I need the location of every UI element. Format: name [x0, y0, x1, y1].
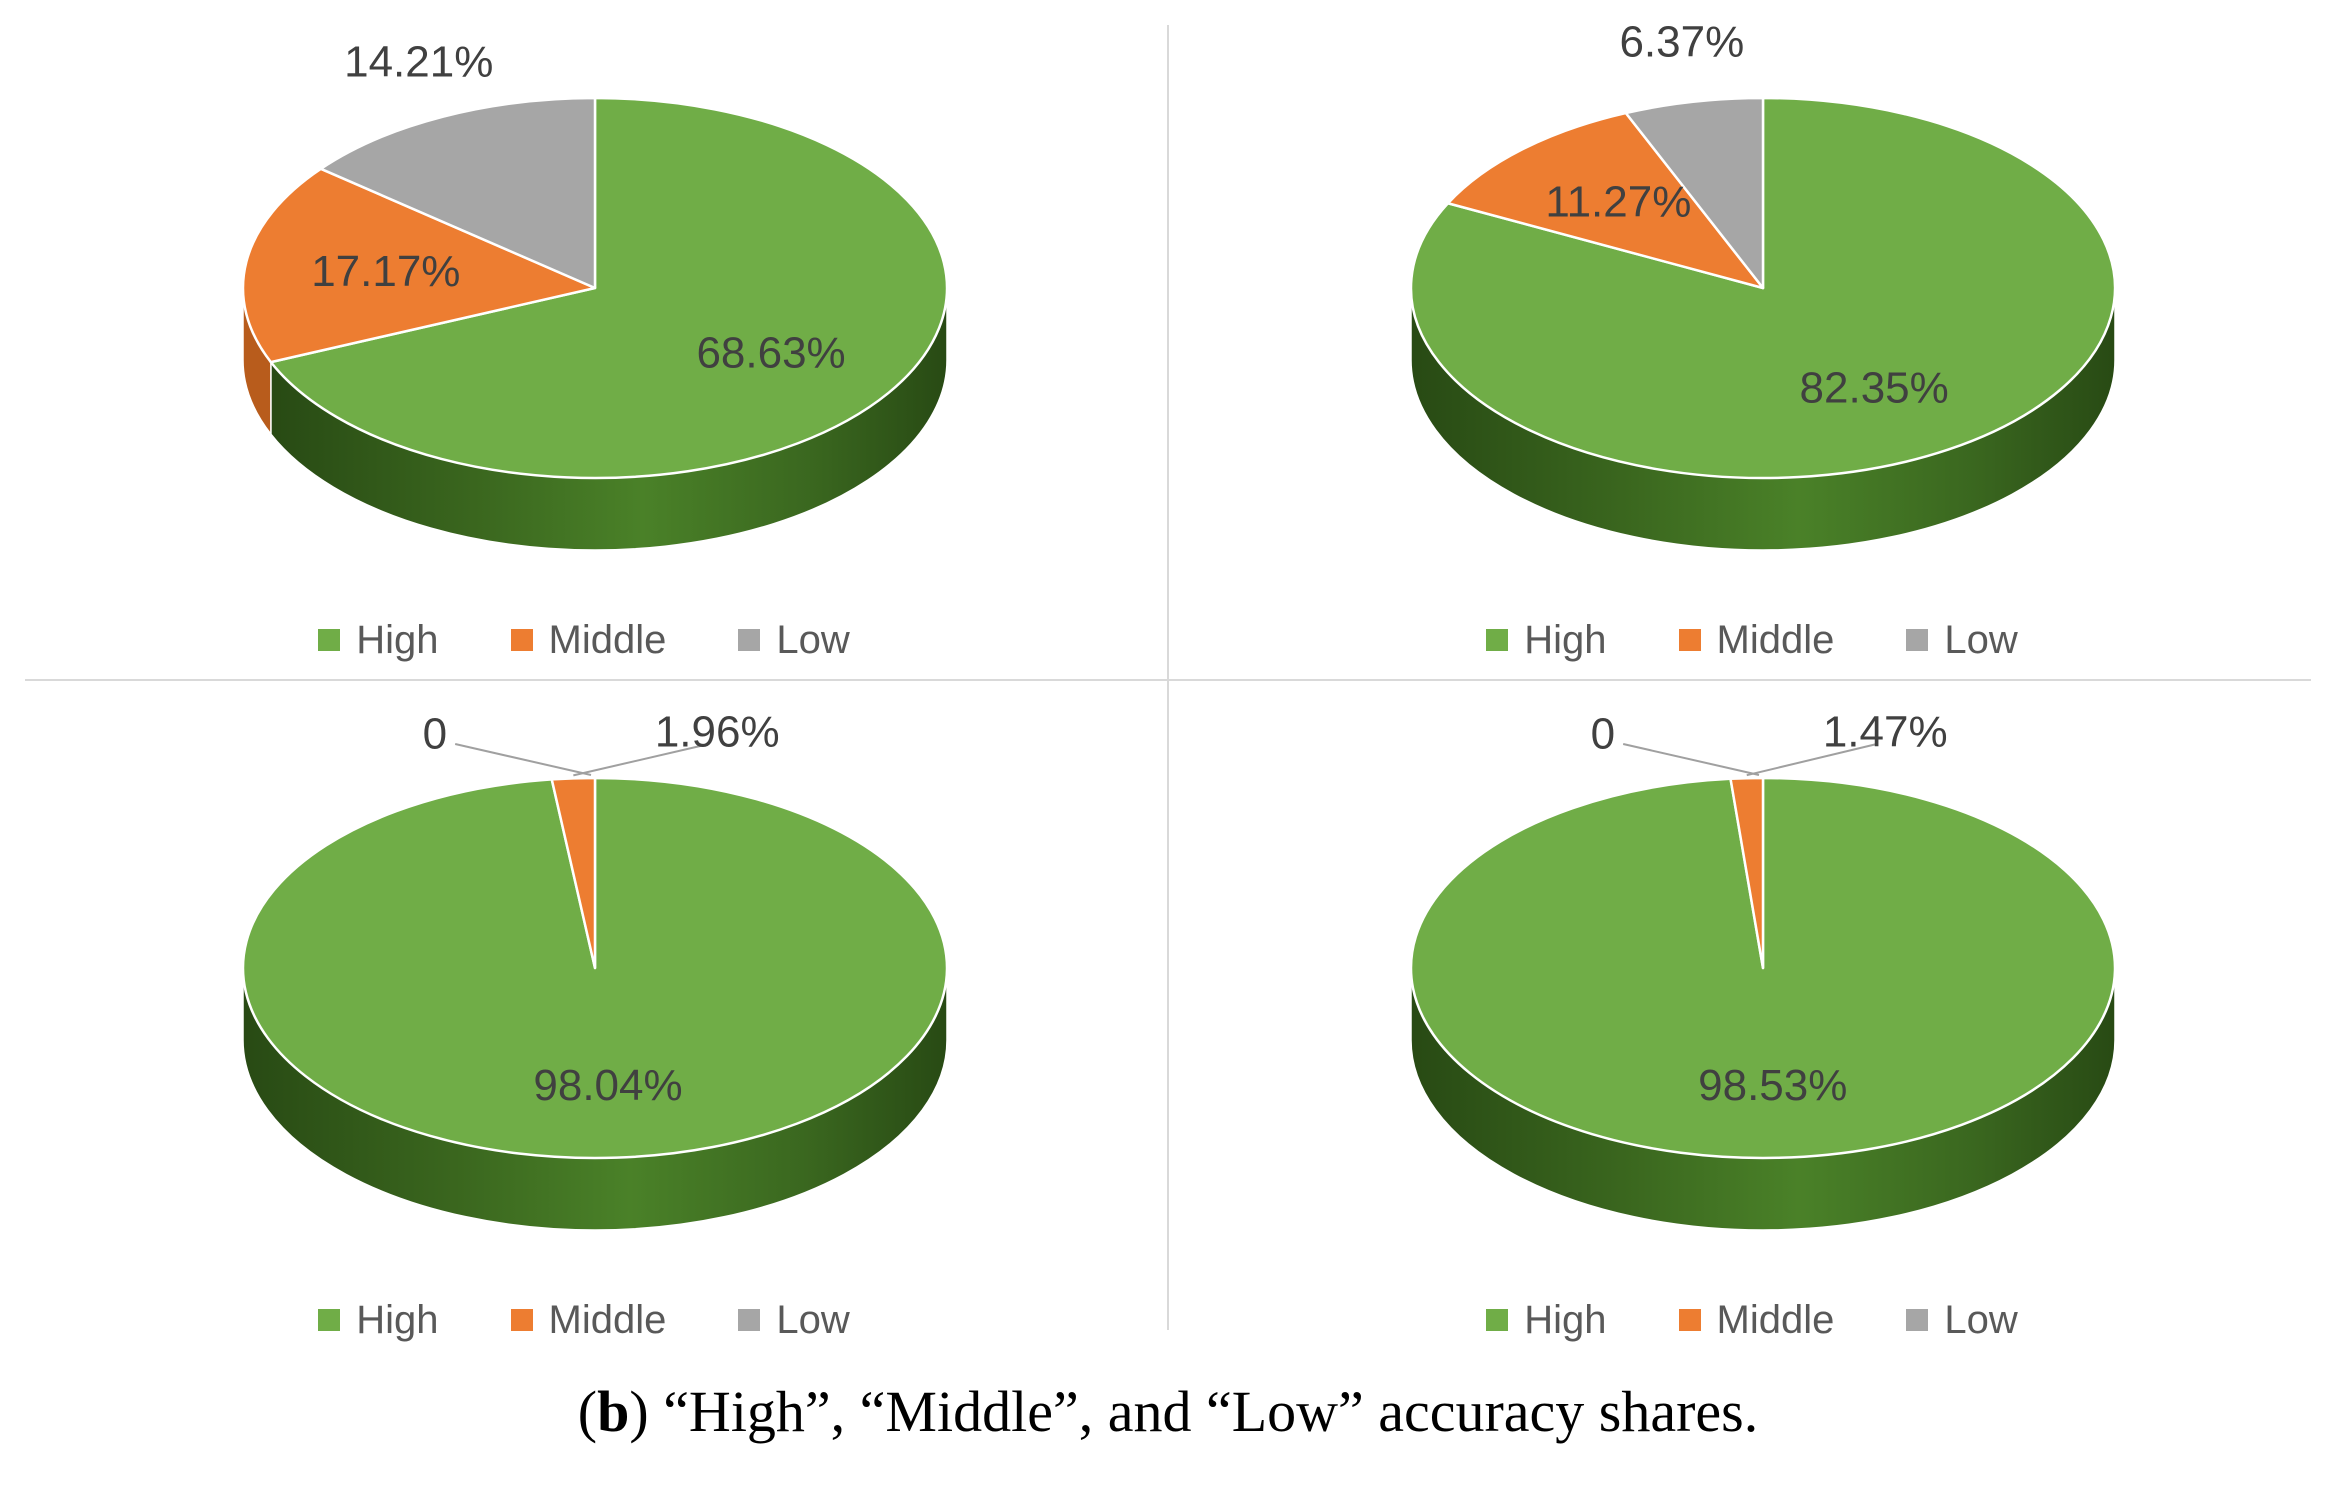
pie-slice-low	[1624, 96, 1765, 290]
legend-item-middle: Middle	[1678, 1297, 1835, 1343]
leader-line	[573, 743, 710, 777]
pie-slice-middle	[241, 167, 597, 364]
legend-item-low: Low	[738, 617, 850, 663]
legend-item-high: High	[1486, 1297, 1607, 1343]
legend-label: Middle	[548, 617, 667, 662]
pie-data-label-middle: 1.96%	[655, 708, 780, 757]
legend-item-low: Low	[1906, 1297, 2018, 1343]
legend-item-high: High	[318, 617, 439, 663]
pie-chart-bottom-right: 98.53% 1.47% 0	[1409, 708, 2117, 1231]
caption-text: “High”, “Middle”, and “Low” accuracy sha…	[648, 1379, 1759, 1444]
caption-paren-open: (	[577, 1379, 598, 1444]
legend-label: Middle	[1716, 617, 1835, 662]
caption-paren-close: )	[629, 1379, 649, 1444]
pie-data-label-high: 68.63%	[696, 329, 845, 378]
legend-swatch-high	[318, 629, 341, 651]
legend-bottom-right: High Middle Low	[1168, 1290, 2336, 1350]
pie-slice-low	[319, 96, 597, 290]
pie-chart-top-right: 82.35% 11.27% 6.37%	[1409, 18, 2117, 551]
legend-item-middle: Middle	[1678, 617, 1835, 663]
legend-item-high: High	[318, 1297, 439, 1343]
pie-data-label-middle: 1.47%	[1823, 708, 1948, 757]
figure-caption: (b) “High”, “Middle”, and “Low” accuracy…	[0, 1378, 2336, 1445]
legend-label: High	[356, 1297, 439, 1342]
pie-quadrant-top-left: 68.63% 17.17% 14.21% High Middle Low	[0, 0, 1168, 680]
chart-grid: 68.63% 17.17% 14.21% High Middle Low 82.35% 1…	[0, 0, 2336, 1360]
legend-swatch-middle	[1678, 1309, 1701, 1331]
pie-slice-middle	[1446, 111, 1765, 290]
legend-label: High	[356, 617, 439, 662]
pie-data-label-low: 0	[1591, 710, 1615, 759]
pie-quadrant-bottom-right: 98.53% 1.47% 0 High Middle Low	[1168, 680, 2336, 1360]
legend-swatch-high	[1486, 1309, 1509, 1331]
legend-label: Low	[1944, 1297, 2018, 1342]
pie-quadrant-bottom-left: 98.04% 1.96% 0 High Middle Low	[0, 680, 1168, 1360]
vertical-divider	[1167, 25, 1169, 1330]
pie-data-label-high: 98.04%	[533, 1061, 682, 1110]
pie-slice-high	[269, 96, 949, 480]
legend-swatch-low	[738, 629, 761, 651]
legend-swatch-middle	[510, 629, 533, 651]
legend-top-left: High Middle Low	[0, 610, 1168, 670]
legend-label: Low	[776, 617, 850, 662]
legend-label: Low	[776, 1297, 850, 1342]
pie-data-label-low: 0	[423, 710, 447, 759]
legend-item-high: High	[1486, 617, 1607, 663]
legend-bottom-left: High Middle Low	[0, 1290, 1168, 1350]
legend-item-middle: Middle	[510, 617, 667, 663]
legend-label: High	[1524, 617, 1607, 662]
legend-top-right: High Middle Low	[1168, 610, 2336, 670]
pie-data-label-middle: 17.17%	[311, 247, 460, 296]
legend-swatch-low	[1906, 1309, 1929, 1331]
pie-slice-middle	[550, 776, 597, 970]
pie-data-label-high: 82.35%	[1800, 364, 1949, 413]
legend-swatch-high	[1486, 629, 1509, 651]
legend-label: Middle	[1716, 1297, 1835, 1342]
pie-slice-middle	[1729, 776, 1765, 970]
legend-swatch-middle	[1678, 629, 1701, 651]
legend-item-low: Low	[738, 1297, 850, 1343]
legend-swatch-low	[1906, 629, 1929, 651]
leader-line	[1622, 743, 1760, 776]
caption-marker: b	[597, 1379, 630, 1444]
pie-chart-bottom-left: 98.04% 1.96% 0	[241, 708, 949, 1231]
pie-chart-top-left: 68.63% 17.17% 14.21%	[241, 37, 949, 551]
leader-line	[454, 743, 592, 776]
legend-swatch-middle	[510, 1309, 533, 1331]
pie-quadrant-top-right: 82.35% 11.27% 6.37% High Middle Low	[1168, 0, 2336, 680]
legend-label: Middle	[548, 1297, 667, 1342]
pie-data-label-low: 14.21%	[344, 37, 493, 86]
horizontal-divider	[25, 679, 2311, 681]
legend-label: Low	[1944, 617, 2018, 662]
pie-data-label-high: 98.53%	[1698, 1061, 1847, 1110]
pie-data-label-middle: 11.27%	[1545, 178, 1691, 227]
leader-line	[1746, 743, 1878, 777]
legend-swatch-high	[318, 1309, 341, 1331]
legend-item-middle: Middle	[510, 1297, 667, 1343]
pie-data-label-low: 6.37%	[1619, 18, 1744, 67]
legend-label: High	[1524, 1297, 1607, 1342]
legend-swatch-low	[738, 1309, 761, 1331]
legend-item-low: Low	[1906, 617, 2018, 663]
